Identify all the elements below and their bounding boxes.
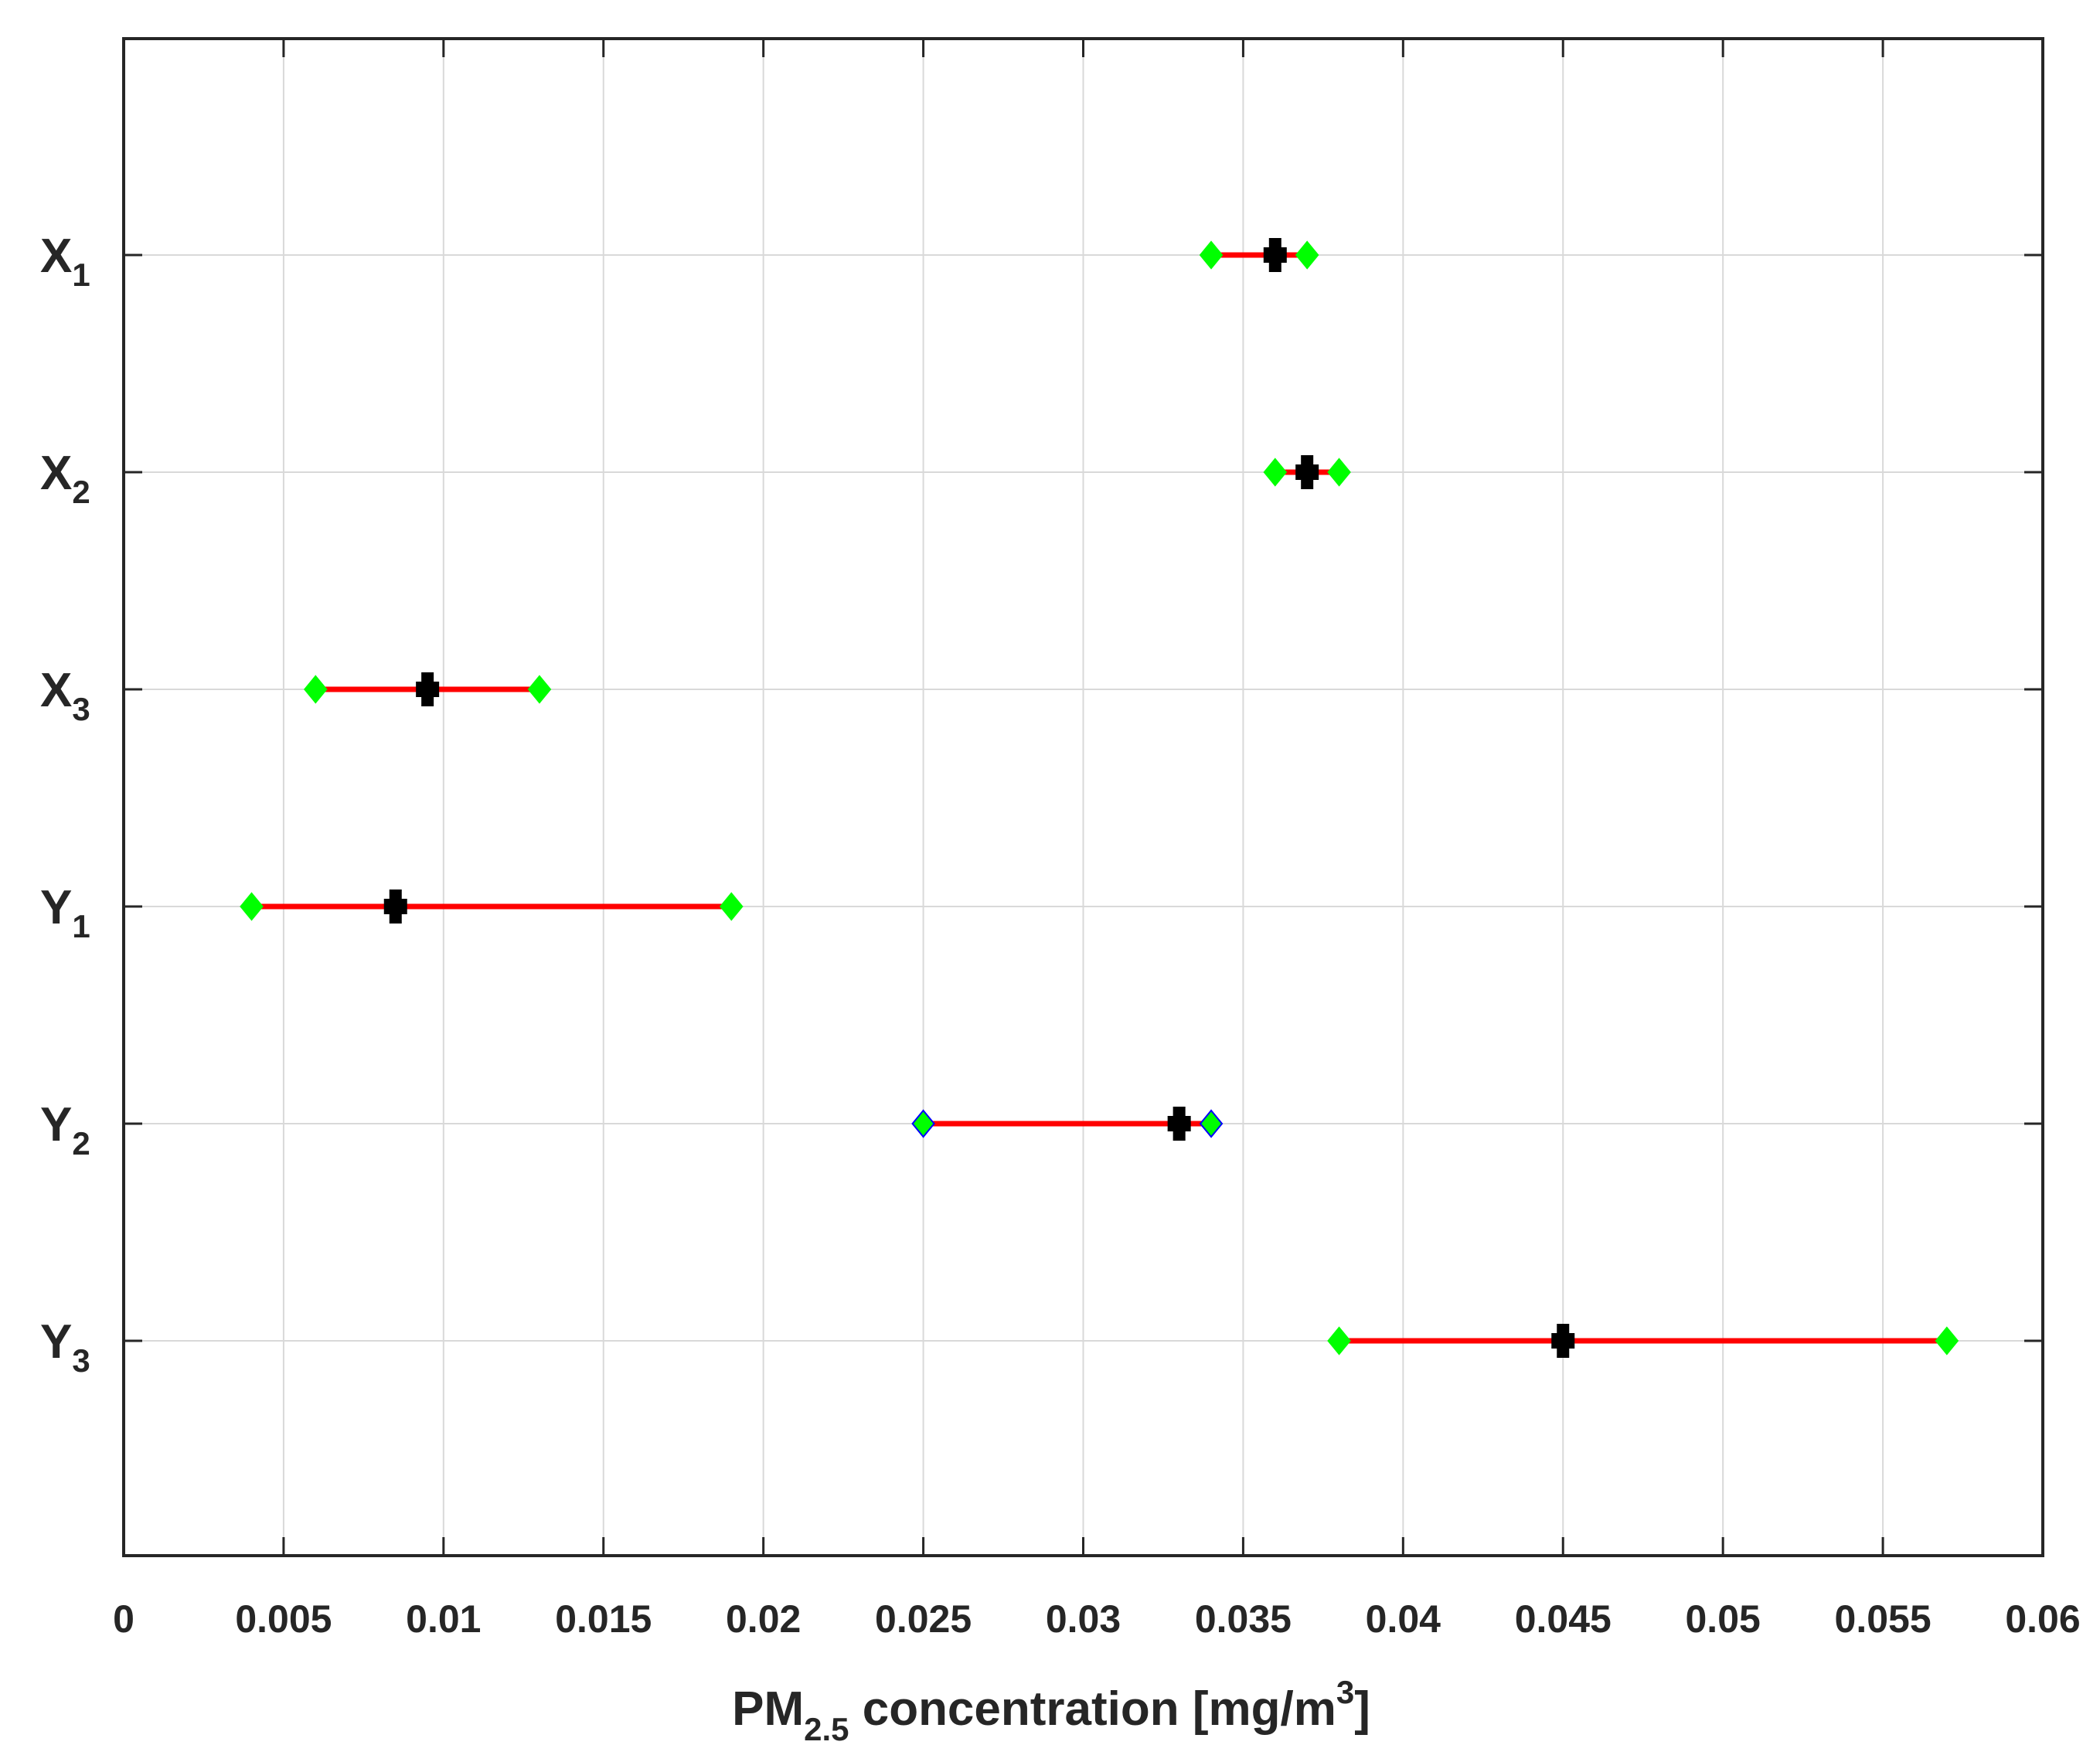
interval-mid-marker	[1551, 1324, 1575, 1358]
mid-marker-horizontal	[1295, 464, 1319, 480]
mid-marker-horizontal	[1263, 247, 1287, 263]
interval-low-marker	[1263, 458, 1288, 487]
y-category-label: Y3	[40, 1315, 90, 1379]
interval-row	[1199, 238, 1319, 272]
interval-low-marker	[240, 892, 264, 921]
y-category-label: Y2	[40, 1098, 90, 1162]
x-tick-label: 0.06	[2005, 1597, 2080, 1641]
mid-marker-horizontal	[1551, 1333, 1575, 1349]
x-tick-label: 0.015	[555, 1597, 652, 1641]
x-tick-label: 0.035	[1195, 1597, 1292, 1641]
interval-low-marker	[911, 1109, 935, 1138]
x-axis-title-end: ]	[1354, 1682, 1370, 1736]
y-category-index: 2	[72, 1125, 90, 1162]
y-category-label: X2	[40, 447, 90, 510]
interval-high-marker	[1295, 240, 1319, 270]
interval-series	[240, 238, 1959, 1358]
interval-mid-marker	[1263, 238, 1287, 272]
y-category-label: X1	[40, 230, 90, 293]
y-category-label: X3	[40, 664, 90, 727]
x-axis-title-subscript: 2.5	[804, 1711, 849, 1747]
y-category-letter: X	[40, 230, 72, 283]
x-axis-title-main: PM	[732, 1682, 804, 1736]
y-category-letter: Y	[40, 1098, 72, 1151]
interval-low-marker	[1199, 240, 1224, 270]
y-category-index: 1	[72, 257, 90, 293]
x-tick-label: 0.025	[875, 1597, 972, 1641]
x-axis-title-rest: concentration [mg/m	[849, 1682, 1336, 1736]
interval-row	[304, 672, 552, 706]
y-category-index: 2	[72, 474, 90, 510]
x-tick-label: 0.04	[1366, 1597, 1441, 1641]
interval-row	[911, 1107, 1224, 1141]
x-tick-label: 0.055	[1835, 1597, 1932, 1641]
y-category-index: 3	[72, 691, 90, 727]
interval-high-marker	[719, 892, 744, 921]
grid-lines	[124, 39, 2043, 1556]
interval-mid-marker	[1167, 1107, 1191, 1141]
mid-marker-horizontal	[1167, 1116, 1191, 1131]
interval-high-marker	[1327, 458, 1351, 487]
interval-mid-marker	[383, 890, 407, 924]
x-axis-title-superscript: 3	[1336, 1674, 1354, 1710]
y-category-index: 1	[72, 908, 90, 944]
interval-mid-marker	[416, 672, 440, 706]
mid-marker-horizontal	[383, 899, 407, 914]
x-tick-label: 0	[113, 1597, 134, 1641]
x-tick-label: 0.005	[235, 1597, 332, 1641]
x-tick-label: 0.03	[1046, 1597, 1121, 1641]
interval-low-marker	[1327, 1326, 1351, 1356]
y-category-letter: Y	[40, 881, 72, 934]
interval-high-marker	[1935, 1326, 1959, 1356]
y-category-letter: Y	[40, 1315, 72, 1369]
x-tick-label: 0.045	[1515, 1597, 1612, 1641]
interval-row	[240, 890, 744, 924]
interval-high-marker	[527, 675, 552, 704]
interval-row	[1263, 455, 1351, 489]
interval-high-marker	[1199, 1109, 1224, 1138]
x-tick-label: 0.02	[726, 1597, 801, 1641]
x-tick-label: 0.01	[406, 1597, 481, 1641]
x-axis-title: PM2.5 concentration [mg/m3]	[732, 1674, 1370, 1747]
x-tick-labels: 0 0.005 0.01 0.015 0.02 0.025 0.03 0.035 0.04 0.0…	[113, 1597, 2081, 1641]
mid-marker-horizontal	[416, 682, 440, 697]
y-category-label: Y1	[40, 881, 90, 944]
interval-low-marker	[304, 675, 328, 704]
tick-marks	[122, 39, 2044, 1556]
interval-mid-marker	[1295, 455, 1319, 489]
x-tick-label: 0.05	[1686, 1597, 1761, 1641]
interval-row	[1327, 1324, 1959, 1358]
y-category-letter: X	[40, 664, 72, 717]
y-category-index: 3	[72, 1342, 90, 1379]
y-category-letter: X	[40, 447, 72, 500]
